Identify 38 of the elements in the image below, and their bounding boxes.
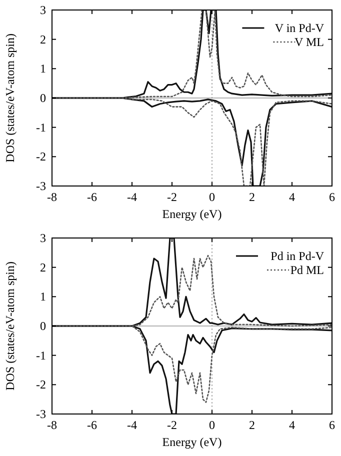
x-tick-label: 6 (329, 418, 335, 432)
legend-label: Pd in Pd-V (270, 249, 324, 263)
y-tick-label: 2 (40, 260, 46, 274)
y-tick-label: 0 (40, 91, 46, 105)
y-tick-label: -3 (36, 407, 46, 421)
y-tick-label: 1 (40, 62, 46, 76)
y-tick-label: 2 (40, 32, 46, 46)
x-tick-label: -6 (87, 418, 97, 432)
x-tick-label: 6 (329, 190, 335, 204)
x-tick-label: 2 (249, 418, 255, 432)
x-tick-label: -4 (127, 418, 137, 432)
x-tick-label: 4 (289, 418, 295, 432)
legend-label: V in Pd-V (274, 21, 324, 35)
y-tick-label: -3 (36, 179, 46, 193)
x-tick-label: -8 (47, 190, 57, 204)
x-tick-label: -6 (87, 190, 97, 204)
x-tick-label: -8 (47, 418, 57, 432)
x-axis-title: Energy (eV) (162, 207, 222, 221)
x-tick-label: 0 (209, 190, 215, 204)
x-axis-title: Energy (eV) (162, 435, 222, 449)
legend-label: V ML (294, 35, 324, 49)
x-tick-label: -4 (127, 190, 137, 204)
y-tick-label: -2 (36, 378, 46, 392)
y-tick-label: 3 (40, 231, 46, 245)
y-axis-title: DOS (states/eV-atom spin) (3, 262, 17, 390)
x-tick-label: 4 (289, 190, 295, 204)
y-axis-title: DOS (states/eV-atom spin) (3, 34, 17, 162)
x-tick-label: 2 (249, 190, 255, 204)
y-tick-label: 3 (40, 3, 46, 17)
y-tick-label: -2 (36, 150, 46, 164)
y-tick-label: -1 (36, 348, 46, 362)
y-tick-label: 1 (40, 290, 46, 304)
legend-label: Pd ML (290, 263, 324, 277)
x-tick-label: -2 (167, 190, 177, 204)
y-tick-label: 0 (40, 319, 46, 333)
x-tick-label: -2 (167, 418, 177, 432)
y-tick-label: -1 (36, 120, 46, 134)
x-tick-label: 0 (209, 418, 215, 432)
